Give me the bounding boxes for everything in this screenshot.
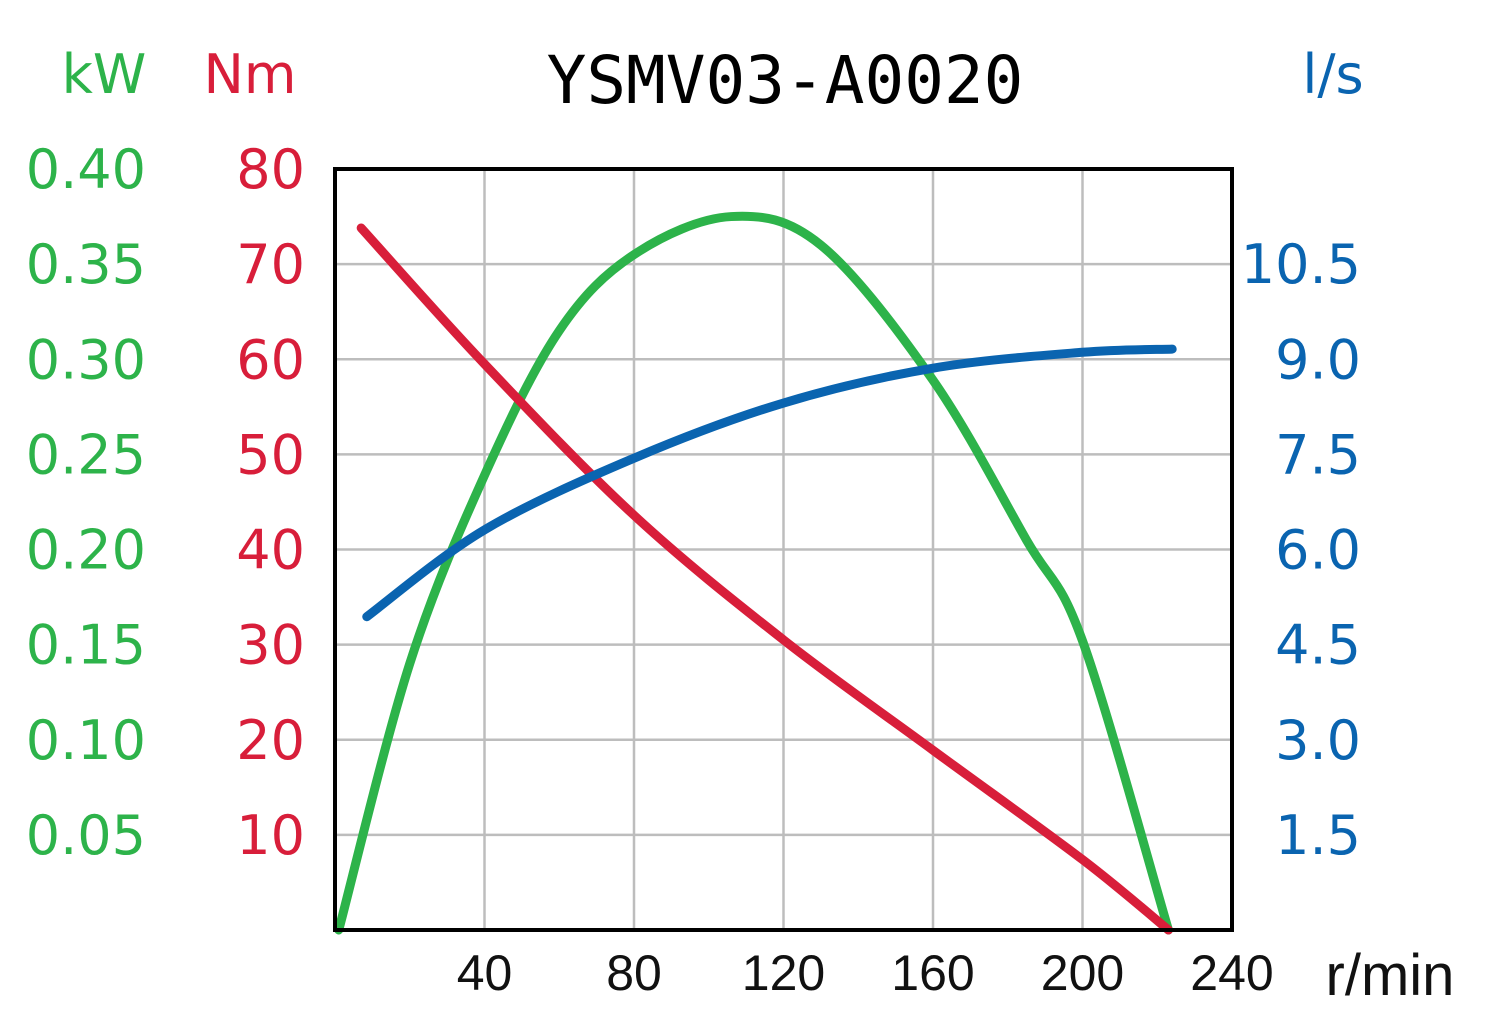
torque-tick-label: 80	[236, 138, 305, 201]
flow-tick-label: 3.0	[1275, 709, 1361, 772]
torque-tick-label: 10	[236, 804, 305, 867]
flow-tick-label: 1.5	[1275, 804, 1361, 867]
torque-tick-label: 50	[236, 423, 305, 486]
flow-axis-label: l/s	[1302, 43, 1363, 106]
power-tick-label: 0.30	[26, 328, 146, 391]
power-tick-label: 0.10	[26, 709, 146, 772]
power-axis-label: kW	[62, 43, 147, 106]
torque-tick-label: 30	[236, 614, 305, 677]
torque-tick-label: 60	[236, 328, 305, 391]
x-tick-label: 160	[891, 945, 974, 1001]
grid	[335, 169, 1232, 930]
flow-tick-label: 7.5	[1275, 423, 1361, 486]
x-tick-label: 240	[1190, 945, 1273, 1001]
x-tick-label: 120	[742, 945, 825, 1001]
curves	[334, 211, 1177, 935]
power-tick-label: 0.15	[26, 614, 146, 677]
power-tick-label: 0.25	[26, 423, 146, 486]
power-tick-label: 0.35	[26, 233, 146, 296]
flow-tick-label: 10.5	[1241, 233, 1361, 296]
flow-tick-label: 9.0	[1275, 328, 1361, 391]
plot-frame	[333, 167, 1234, 932]
flow-curve	[362, 344, 1177, 622]
flow-tick-label: 4.5	[1275, 614, 1361, 677]
power-tick-label: 0.20	[26, 519, 146, 582]
torque-curve	[356, 223, 1173, 935]
chart-title: YSMV03-A0020	[547, 42, 1024, 119]
flow-tick-label: 6.0	[1275, 519, 1361, 582]
power-tick-label: 0.40	[26, 138, 146, 201]
torque-tick-label: 70	[236, 233, 305, 296]
power-curve	[334, 211, 1173, 935]
torque-tick-label: 40	[236, 519, 305, 582]
torque-axis-label: Nm	[204, 43, 297, 106]
x-tick-label: 200	[1041, 945, 1124, 1001]
x-tick-label: 80	[606, 945, 662, 1001]
x-tick-label: 40	[457, 945, 513, 1001]
power-tick-label: 0.05	[26, 804, 146, 867]
x-axis-label: r/min	[1326, 943, 1455, 1008]
torque-tick-label: 20	[236, 709, 305, 772]
